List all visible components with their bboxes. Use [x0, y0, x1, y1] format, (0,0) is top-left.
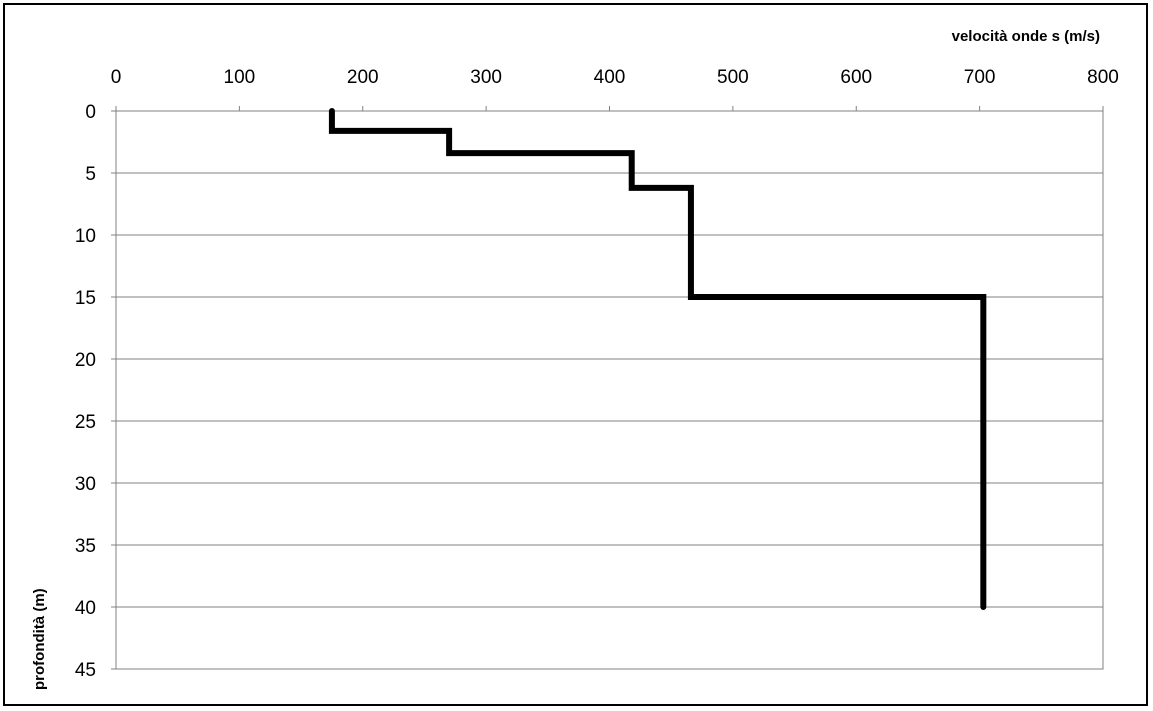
y-tick-label: 40	[75, 598, 96, 619]
y-tick-label: 5	[85, 164, 96, 185]
series-layer	[328, 108, 987, 610]
x-tick-label: 400	[594, 67, 626, 88]
y-tick-label: 45	[75, 660, 96, 681]
x-tick-label: 600	[840, 67, 872, 88]
x-tick-label: 100	[224, 67, 256, 88]
x-tick-label: 500	[717, 67, 749, 88]
y-tick-label: 10	[75, 226, 96, 247]
x-tick-label: 800	[1087, 67, 1119, 88]
x-tick-labels: 0 100 200 300 400 500 600 700 800	[111, 67, 1119, 111]
x-axis-title: velocità onde s (m/s)	[952, 28, 1100, 45]
x-tick-label: 700	[964, 67, 996, 88]
y-tick-label: 25	[75, 412, 96, 433]
x-tick-label: 0	[111, 67, 122, 88]
grid-layer	[116, 172, 1103, 608]
y-tick-labels: 0 5 10 15 20 25 30 35 40 45	[75, 102, 116, 681]
y-axis-title: profondità (m)	[31, 588, 48, 690]
y-tick-label: 30	[75, 474, 96, 495]
x-tick-label: 200	[347, 67, 379, 88]
y-tick-label: 15	[75, 288, 96, 309]
plot-area-border	[115, 110, 1104, 670]
chart-frame	[3, 3, 1148, 706]
y-tick-label: 0	[85, 102, 96, 123]
velocity-profile-line	[328, 108, 987, 610]
y-tick-label: 20	[75, 350, 96, 371]
y-tick-label: 35	[75, 536, 96, 557]
x-tick-label: 300	[470, 67, 502, 88]
